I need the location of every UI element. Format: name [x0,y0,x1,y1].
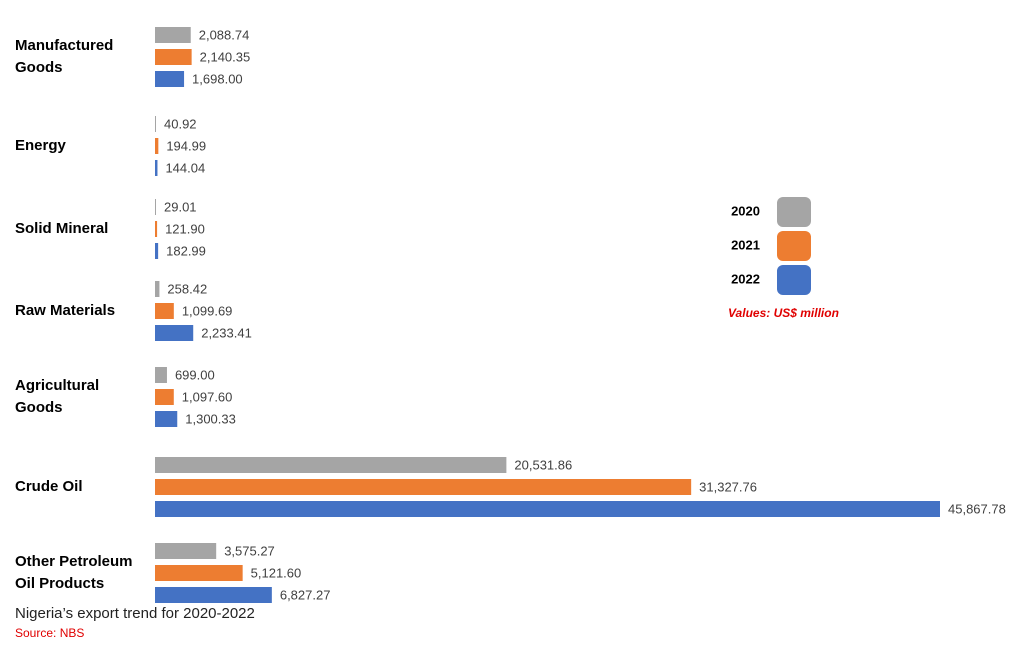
category-label: Energy [15,137,66,154]
value-label: 1,097.60 [182,389,233,404]
category-label: Other Petroleum Oil Products [15,553,133,592]
bar [155,565,243,581]
bar [155,221,158,237]
value-label: 194.99 [166,138,206,153]
bar [155,281,160,297]
value-label: 1,099.69 [182,303,233,318]
value-label: 40.92 [164,116,197,131]
bar [155,303,174,319]
value-label: 31,327.76 [699,479,757,494]
legend-label: 2022 [731,271,760,286]
bar [155,27,191,43]
value-label: 182.99 [166,243,206,258]
legend-swatch [777,231,811,261]
value-label: 121.90 [165,221,205,236]
value-label: 29.01 [164,199,197,214]
bar [155,543,217,559]
category-label: Solid Mineral [15,220,109,237]
legend-swatch [777,265,811,295]
value-label: 699.00 [175,367,215,382]
value-label: 2,233.41 [201,325,252,340]
value-label: 144.04 [165,160,205,175]
value-label: 2,140.35 [200,49,251,64]
caption: Nigeria’s export trend for 2020-2022 [15,605,255,622]
bar [155,243,159,259]
annotation: Values: US$ million [728,306,839,320]
bar [155,457,507,473]
category-label: Agricultural Goods [15,377,100,416]
value-label: 20,531.86 [514,457,572,472]
value-label: 2,088.74 [199,27,250,42]
category-label: Manufactured Goods [15,37,114,76]
value-label: 45,867.78 [948,501,1006,516]
legend-label: 2020 [731,203,760,218]
value-label: 1,300.33 [185,411,236,426]
bar [155,71,185,87]
bar [155,160,158,176]
category-label: Crude Oil [15,478,83,495]
bar [155,325,194,341]
value-label: 6,827.27 [280,587,331,602]
value-label: 258.42 [167,281,207,296]
legend-swatch [777,197,811,227]
bar [155,116,156,132]
value-label: 3,575.27 [224,543,275,558]
bar [155,411,178,427]
bar [155,501,940,517]
category-label: Raw Materials [15,302,116,319]
bar [155,138,159,154]
bar [155,49,192,65]
bar [155,199,156,215]
value-label: 5,121.60 [251,565,302,580]
legend-label: 2021 [731,237,760,252]
value-label: 1,698.00 [192,71,243,86]
bar [155,389,174,405]
bar [155,367,167,383]
bar [155,479,692,495]
source: Source: NBS [15,626,84,640]
bar [155,587,272,603]
